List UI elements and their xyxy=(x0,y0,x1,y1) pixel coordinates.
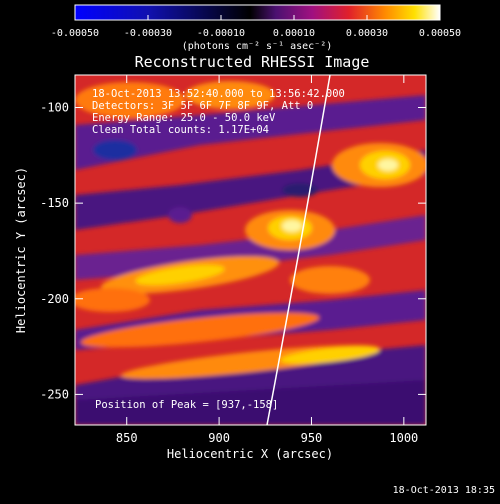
info-energy: Energy Range: 25.0 - 50.0 keV xyxy=(92,112,276,124)
x-tick-label: 850 xyxy=(116,431,138,445)
colorbar xyxy=(75,5,440,20)
solar-limb-line xyxy=(266,75,331,425)
colorbar-tick-label: -0.00050 xyxy=(51,28,99,39)
x-axis-ticks: 850 900 950 1000 xyxy=(116,75,418,445)
colorbar-tick-label: -0.00010 xyxy=(197,28,245,39)
colorbar-tick-label: 0.00050 xyxy=(419,28,461,39)
heatmap-image xyxy=(75,75,426,425)
y-tick-label: -250 xyxy=(40,387,69,401)
x-tick-label: 900 xyxy=(208,431,230,445)
x-tick-label: 950 xyxy=(301,431,323,445)
colorbar-units: (photons cm⁻² s⁻¹ asec⁻²) xyxy=(182,41,333,52)
y-tick-label: -200 xyxy=(40,292,69,306)
info-peak: Position of Peak = [937,-158] xyxy=(95,399,278,411)
x-tick-label: 1000 xyxy=(389,431,418,445)
info-clean: Clean Total counts: 1.17E+04 xyxy=(92,124,269,136)
info-detectors: Detectors: 3F 5F 6F 7F 8F 9F, Att 0 xyxy=(92,100,313,112)
timestamp: 18-Oct-2013 18:35 xyxy=(393,485,495,496)
colorbar-tick-label: -0.00030 xyxy=(124,28,172,39)
plot-frame xyxy=(74,74,427,426)
y-tick-label: -150 xyxy=(40,196,69,210)
plot-title: Reconstructed RHESSI Image xyxy=(135,53,370,71)
x-axis-label: Heliocentric X (arcsec) xyxy=(167,447,333,461)
colorbar-ticks: -0.00050 -0.00030 -0.00010 0.00010 0.00030 0.… xyxy=(51,15,461,39)
colorbar-tick-label: 0.00030 xyxy=(346,28,388,39)
y-axis-ticks: -100 -150 -200 -250 xyxy=(40,101,426,401)
info-time-range: 18-Oct-2013 13:52:40.000 to 13:56:42.000 xyxy=(92,88,345,100)
y-axis-label: Heliocentric Y (arcsec) xyxy=(14,167,28,333)
y-tick-label: -100 xyxy=(40,101,69,115)
colorbar-tick-label: 0.00010 xyxy=(273,28,315,39)
